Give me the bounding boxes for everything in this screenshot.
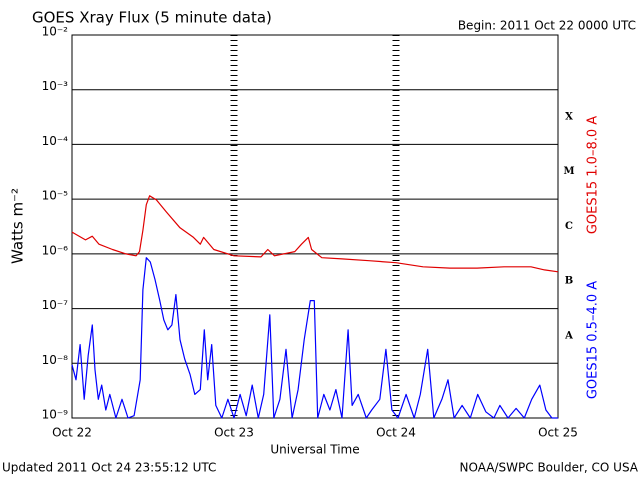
y-tick-label: 10⁻⁷ bbox=[42, 298, 69, 312]
y-tick-label: 10⁻³ bbox=[42, 79, 69, 93]
y-tick-label: 10⁻⁸ bbox=[42, 353, 69, 367]
y-tick-label: 10⁻⁴ bbox=[42, 134, 69, 148]
footer-left: Updated 2011 Oct 24 23:55:12 UTC bbox=[2, 461, 216, 475]
footer-right: NOAA/SWPC Boulder, CO USA bbox=[460, 461, 639, 475]
x-tick-label: Oct 24 bbox=[376, 426, 416, 440]
flare-class-label: X bbox=[565, 112, 573, 123]
x-tick-label: Oct 22 bbox=[52, 426, 92, 440]
flare-class-label: B bbox=[565, 276, 573, 287]
y-tick-label: 10⁻² bbox=[42, 25, 69, 39]
y-tick-label: 10⁻⁵ bbox=[42, 189, 69, 203]
flare-class-label: M bbox=[563, 166, 574, 177]
x-axis-label: Universal Time bbox=[270, 443, 359, 457]
chart-subtitle: Begin: 2011 Oct 22 0000 UTC bbox=[458, 19, 636, 33]
flare-class-label: A bbox=[564, 330, 573, 341]
x-tick-label: Oct 23 bbox=[214, 426, 254, 440]
series-line bbox=[71, 257, 558, 419]
chart-title: GOES Xray Flux (5 minute data) bbox=[32, 9, 272, 27]
legend-entry: GOES15 1.0–8.0 A bbox=[586, 116, 601, 234]
flare-class-label: C bbox=[565, 221, 573, 232]
y-tick-label: 10⁻⁹ bbox=[42, 408, 69, 422]
series-line bbox=[71, 195, 559, 273]
plot-frame bbox=[71, 34, 559, 419]
y-axis-label: Watts m⁻² bbox=[9, 188, 27, 264]
legend-entry: GOES15 0.5–4.0 A bbox=[586, 281, 601, 399]
y-tick-label: 10⁻⁶ bbox=[42, 243, 69, 257]
x-tick-label: Oct 25 bbox=[538, 426, 578, 440]
